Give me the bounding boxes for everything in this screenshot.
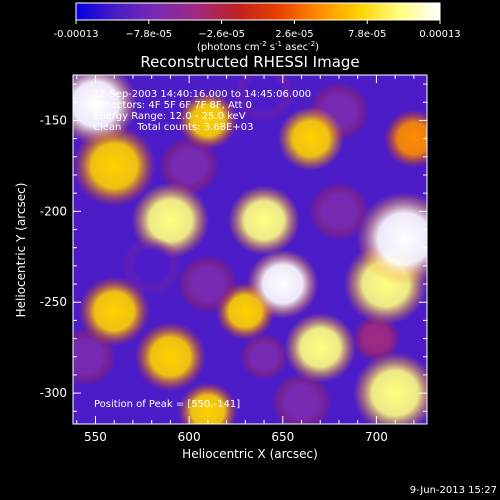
- heatmap-blob: [121, 236, 182, 295]
- colorbar: [75, 2, 441, 21]
- annotation-total-counts: Clean Total counts: 3.68E+03: [93, 122, 253, 133]
- heatmap-blob: [271, 373, 332, 424]
- heatmap-blob: [352, 315, 401, 362]
- y-tick-label: -200: [40, 204, 67, 218]
- colorbar-unit-label: (photons cm-2 s-1 asec-2): [197, 40, 319, 53]
- annotation-energy-range: Energy Range: 12.0 - 25.0 keV: [93, 111, 246, 122]
- heatmap-blob: [228, 185, 301, 256]
- heatmap-blob: [73, 125, 157, 207]
- chart-title: Reconstructed RHESSI Image: [140, 53, 359, 71]
- colorbar-tick-label: −2.6e-05: [198, 29, 245, 40]
- x-tick-label: 600: [178, 430, 201, 444]
- heatmap-blob: [383, 109, 427, 168]
- colorbar-tick-label: -0.00013: [54, 29, 99, 40]
- heatmap-blob: [356, 192, 427, 286]
- annotation-peak-position: Position of Peak = [550,-141]: [94, 399, 240, 410]
- colorbar-tick-label: −7.8e-05: [125, 29, 172, 40]
- colorbar-tick-label: 0.00013: [419, 29, 460, 40]
- heatmap-blob: [177, 91, 238, 150]
- colorbar-tick-label: 2.6e-05: [275, 29, 313, 40]
- x-tick-label: 650: [271, 430, 294, 444]
- x-axis-label: Heliocentric X (arcsec): [182, 447, 318, 461]
- annotation-detectors: Detectors: 4F 5F 6F 7F 8F, Att 0: [93, 100, 252, 111]
- annotation-time-range: 12-Sep-2003 14:40:16.000 to 14:45:06.000: [93, 89, 311, 100]
- heatmap-blob: [134, 321, 207, 392]
- heatmap-blob: [177, 254, 238, 314]
- heatmap-blob: [159, 136, 220, 195]
- heatmap-blob: [177, 382, 238, 424]
- y-tick-label: -150: [40, 113, 67, 127]
- heatmap-blob: [277, 106, 344, 171]
- y-axis-label: Heliocentric Y (arcsec): [14, 183, 28, 318]
- heatmap-blob: [78, 276, 151, 347]
- heatmap-image: [73, 75, 427, 424]
- y-tick-label: -300: [40, 386, 67, 400]
- x-tick-label: 700: [365, 430, 388, 444]
- heatmap-blob: [240, 333, 289, 381]
- plot-frame: [72, 74, 428, 425]
- heatmap-blobs: [73, 75, 427, 424]
- x-tick-label: 550: [84, 430, 107, 444]
- colorbar-ticks: -0.00013 −7.8e-05 −2.6e-05 2.6e-05 7.8e-05 0.…: [54, 20, 461, 40]
- heatmap-blob: [234, 75, 295, 123]
- heatmap-blob: [284, 312, 357, 383]
- footer-timestamp: 9-Jun-2013 15:27: [410, 485, 497, 496]
- heatmap-blob: [309, 182, 369, 241]
- colorbar-tick-label: 7.8e-05: [348, 29, 386, 40]
- y-tick-label: -250: [40, 295, 67, 309]
- heatmap-blob: [246, 249, 319, 319]
- heatmap-blob: [73, 75, 138, 145]
- heatmap-blob: [353, 352, 427, 424]
- axis-ticks: 550 600 650 700 -150 -200 -250 -300: [40, 75, 427, 444]
